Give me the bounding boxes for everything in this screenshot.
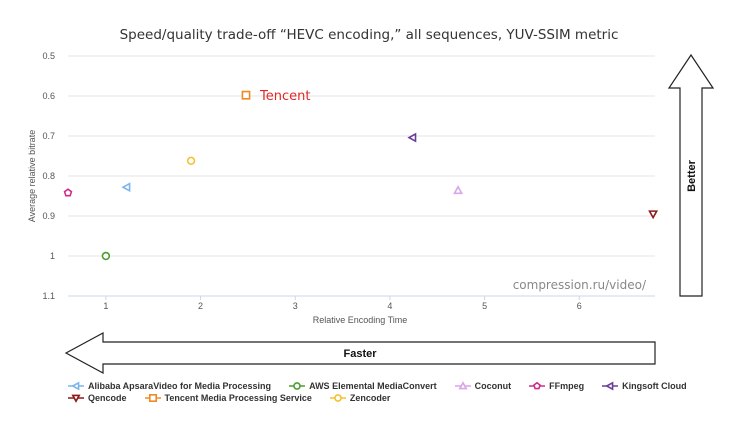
data-point [63, 188, 73, 197]
x-tick-label: 6 [577, 301, 582, 311]
legend-marker [605, 381, 614, 391]
y-tick-label: 0.5 [42, 51, 55, 61]
legend-label: AWS Elemental MediaConvert [309, 381, 437, 391]
legend-item[interactable]: AWS Elemental MediaConvert [289, 381, 437, 391]
legend-row: Qencode Tencent Media Processing Service Z… [68, 392, 708, 404]
tencent-highlight-label: Tencent [259, 89, 310, 104]
legend-marker [71, 394, 81, 403]
legend: Alibaba ApsaraVideo for Media Processing… [68, 380, 708, 404]
x-tick-label: 5 [482, 301, 487, 311]
legend-marker [334, 394, 342, 402]
y-tick-label: 0.6 [42, 91, 55, 101]
legend-label: Qencode [88, 393, 127, 403]
legend-marker [458, 381, 468, 390]
legend-row: Alibaba ApsaraVideo for Media Processing… [68, 380, 708, 392]
legend-marker-icon [454, 381, 471, 390]
legend-marker [71, 381, 80, 391]
legend-item[interactable]: Kingsoft Cloud [602, 381, 687, 391]
y-axis-label: Average relative bitrate [27, 130, 37, 222]
watermark: compression.ru/video/ [513, 278, 647, 292]
y-tick-label: 0.8 [42, 171, 55, 181]
y-tick-label: 0.7 [42, 131, 55, 141]
legend-marker-icon [144, 394, 161, 402]
x-tick-label: 2 [198, 301, 203, 311]
legend-item[interactable]: Zencoder [329, 393, 391, 403]
legend-marker-icon [68, 381, 84, 391]
legend-marker [533, 381, 542, 390]
data-point [186, 156, 196, 166]
legend-label: Kingsoft Cloud [622, 381, 687, 391]
legend-item[interactable]: FFmpeg [529, 381, 584, 391]
legend-item[interactable]: Coconut [454, 381, 512, 391]
y-axis-ticks: 0.5 0.6 0.7 0.8 0.9 1 1.1 [42, 51, 55, 301]
x-tick-label: 3 [293, 301, 298, 311]
legend-label: Coconut [474, 381, 512, 391]
data-point [241, 90, 251, 100]
data-points [63, 90, 659, 261]
legend-label: Alibaba ApsaraVideo for Media Processing [88, 381, 272, 391]
x-tick-label: 1 [103, 301, 108, 311]
legend-marker [148, 394, 157, 402]
data-point [101, 251, 111, 261]
legend-label: FFmpeg [549, 381, 585, 391]
x-axis-label: Relative Encoding Time [313, 315, 408, 325]
legend-marker-icon [602, 381, 619, 391]
legend-item[interactable]: Alibaba ApsaraVideo for Media Processing [68, 381, 271, 391]
legend-marker-icon [329, 394, 346, 402]
faster-arrow: Faster [64, 331, 656, 375]
grid [68, 55, 655, 257]
chart-title: Speed/quality trade-off “HEVC encoding,”… [120, 27, 619, 43]
legend-marker-icon [68, 394, 84, 403]
x-axis-ticks: 1 2 3 4 5 6 [103, 296, 582, 311]
legend-label: Zencoder [349, 393, 391, 403]
legend-marker-icon [289, 382, 306, 390]
y-tick-label: 1 [50, 251, 55, 261]
x-tick-label: 4 [387, 301, 392, 311]
data-point [121, 182, 131, 193]
faster-label: Faster [343, 348, 377, 360]
legend-item[interactable]: Tencent Media Processing Service [144, 393, 312, 403]
legend-marker-icon [529, 381, 546, 390]
data-point [407, 132, 417, 143]
legend-marker [293, 382, 301, 390]
better-arrow: Better [667, 53, 715, 297]
legend-item[interactable]: Qencode [68, 393, 127, 403]
data-point [648, 210, 659, 220]
legend-label: Tencent Media Processing Service [164, 393, 312, 403]
better-label: Better [686, 159, 698, 192]
data-point [453, 185, 464, 195]
y-tick-label: 0.9 [42, 211, 55, 221]
y-tick-label: 1.1 [42, 291, 55, 301]
